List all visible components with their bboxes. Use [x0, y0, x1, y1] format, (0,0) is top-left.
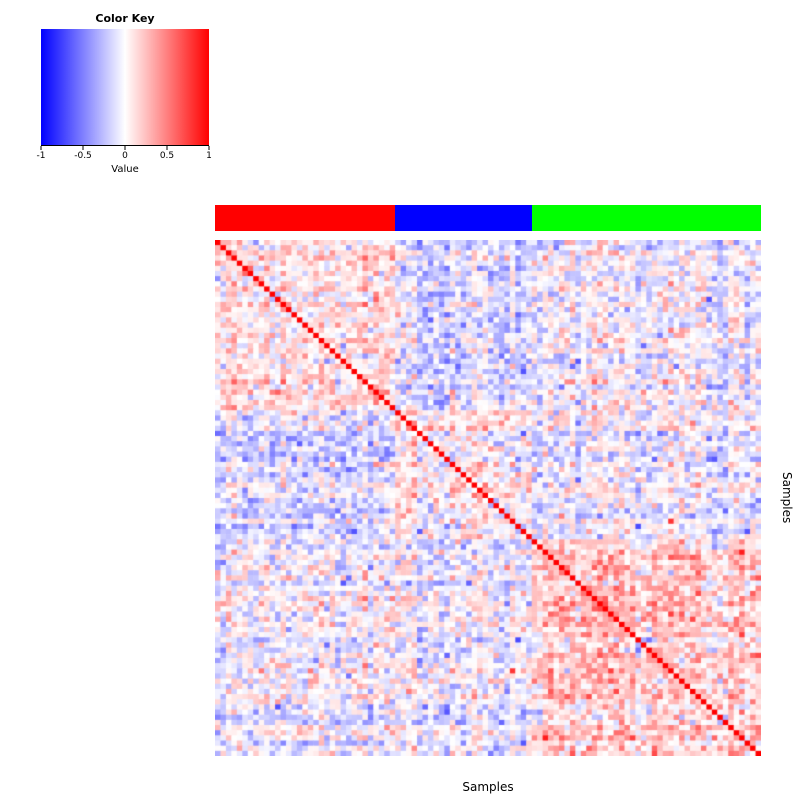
color-key-title: Color Key	[95, 12, 155, 25]
color-key-tick	[82, 146, 84, 150]
color-key-panel: Color Key -1 -0.5 0 0.5 1 Value	[37, 12, 212, 175]
x-axis-label: Samples	[462, 780, 514, 794]
color-key-value-label: Value	[111, 164, 139, 175]
color-key-tick-label: 0.5	[159, 151, 175, 161]
color-key-gradient	[41, 29, 209, 145]
column-side-colors	[215, 205, 761, 231]
column-group-3	[531, 205, 761, 231]
color-key-tick	[166, 146, 168, 150]
color-key-axis: -1 -0.5 0 0.5 1	[37, 145, 212, 164]
color-key-tick-label: 0	[122, 151, 128, 161]
color-key-tick-label: 1	[206, 151, 212, 161]
heatmap-canvas	[215, 240, 761, 756]
color-key-tick-label: -1	[36, 151, 46, 161]
y-axis-label: Samples	[780, 472, 794, 524]
column-group-1	[215, 205, 396, 231]
color-key-tick	[208, 146, 210, 150]
color-key-tick-label: -0.5	[74, 151, 92, 161]
column-group-2	[395, 205, 532, 231]
color-key-tick	[40, 146, 42, 150]
color-key-tick	[124, 146, 126, 150]
